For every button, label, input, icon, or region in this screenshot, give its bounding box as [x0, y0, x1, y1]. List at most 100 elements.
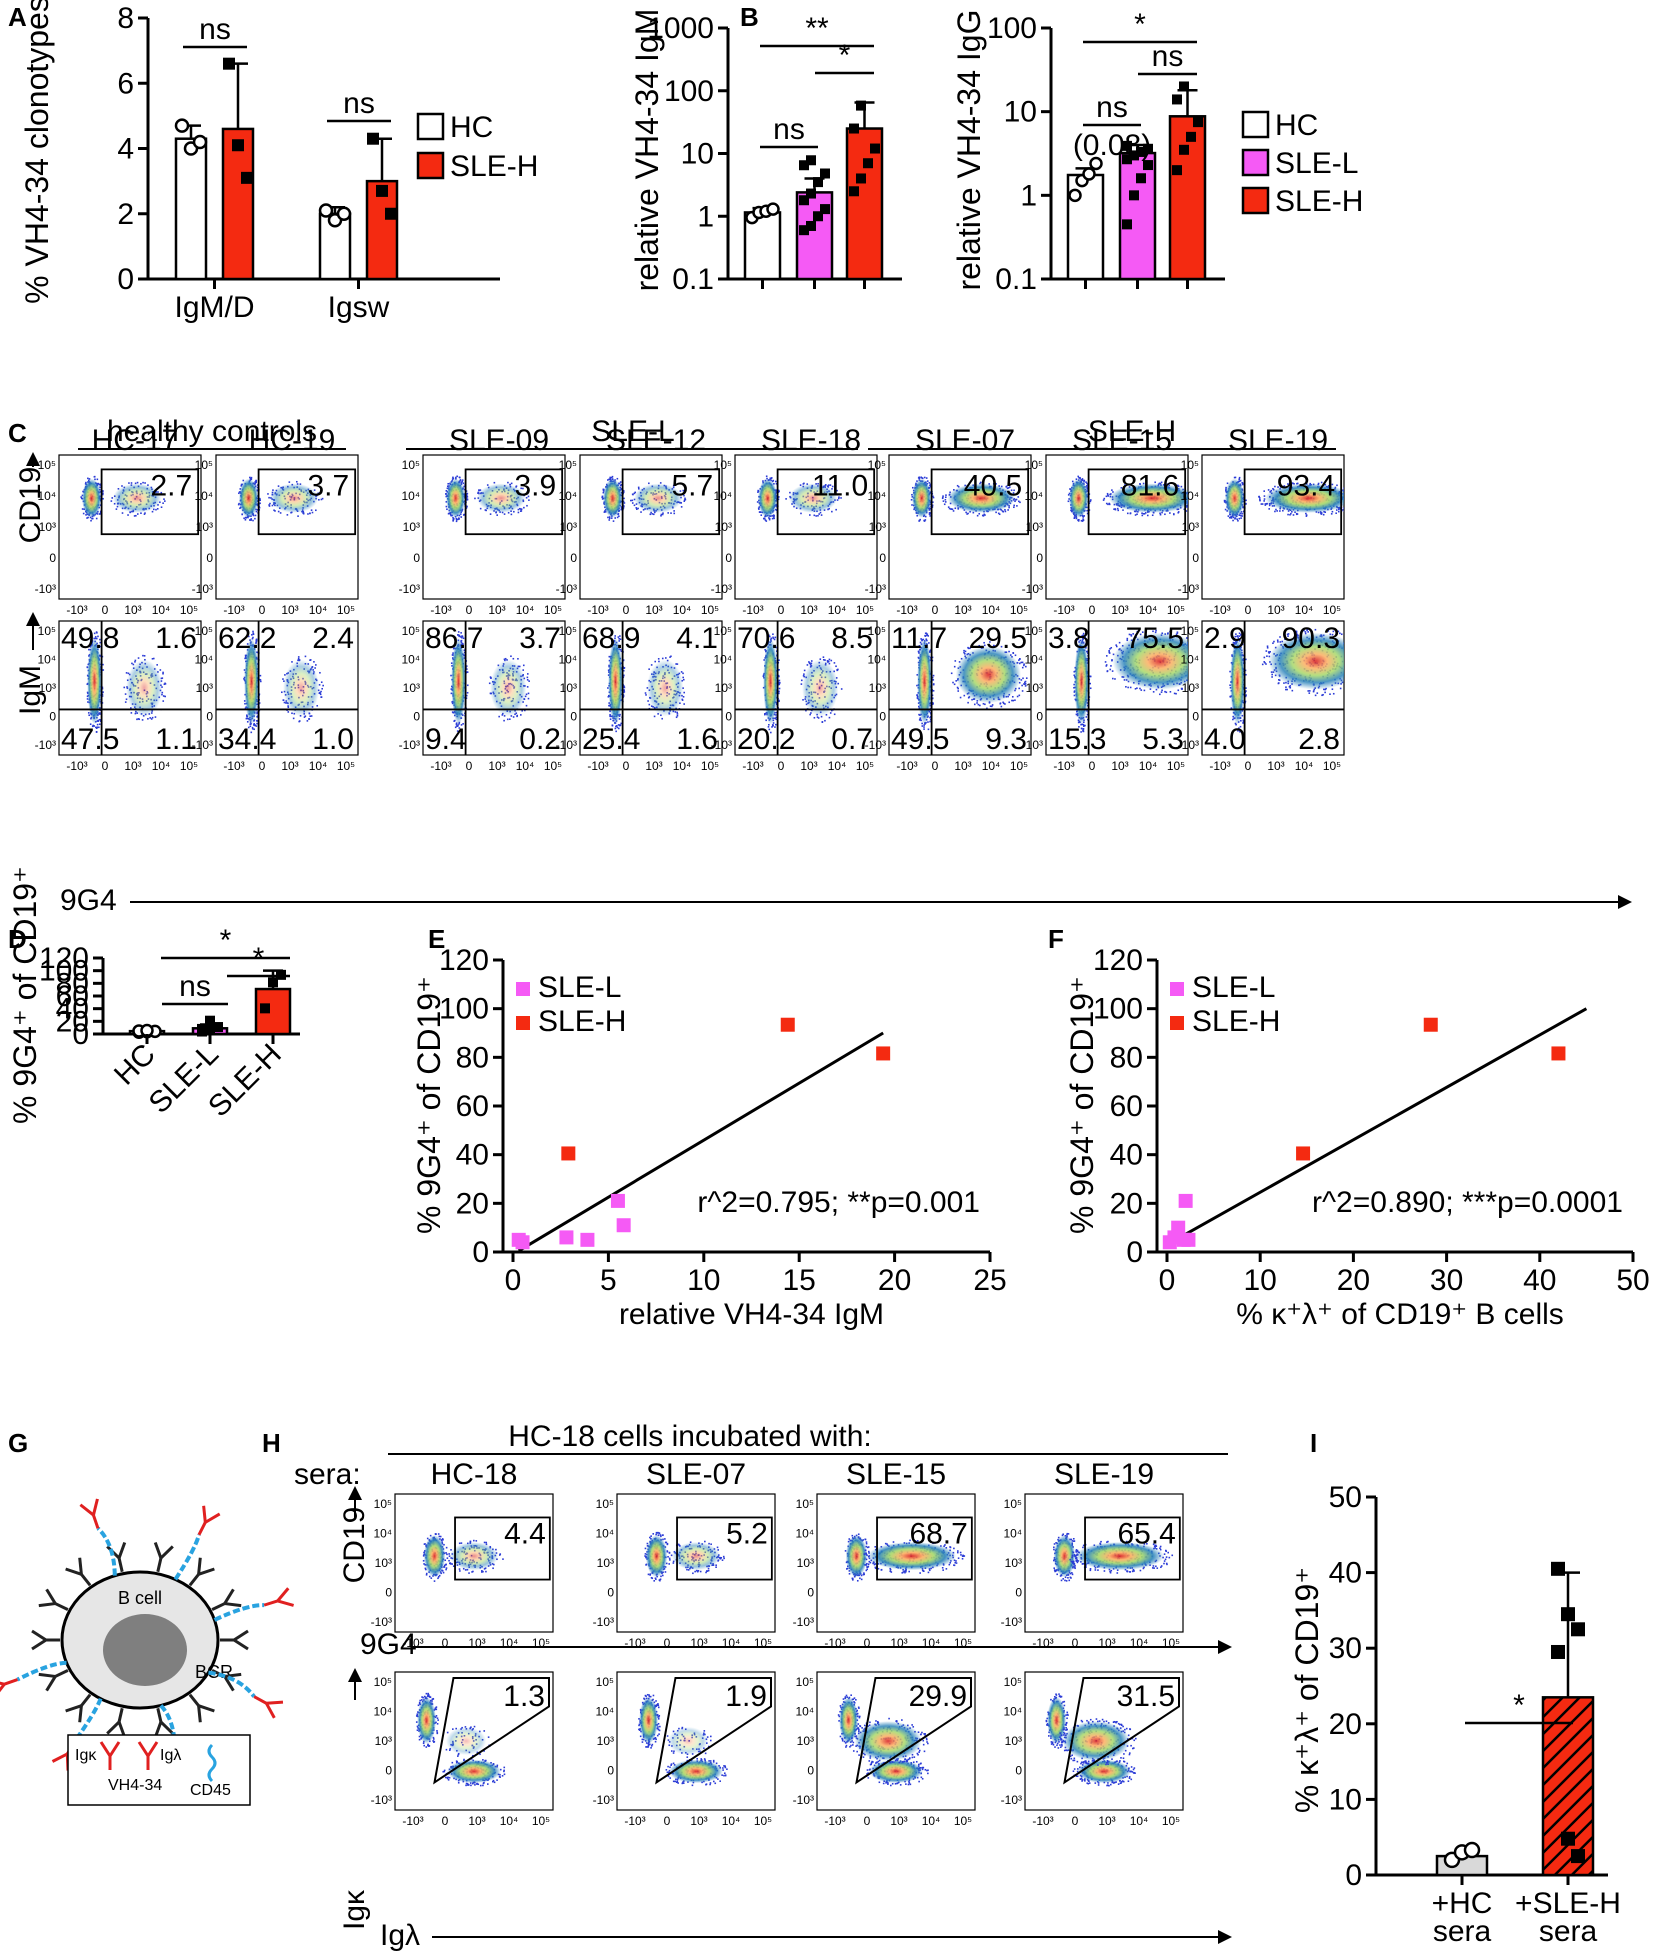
event: [772, 633, 774, 636]
event: [620, 722, 623, 725]
y-tick-label: 10: [1004, 96, 1037, 129]
event: [459, 479, 462, 481]
event: [622, 491, 625, 494]
event: [607, 695, 610, 698]
event: [314, 667, 316, 669]
event: [509, 718, 511, 720]
event: [259, 679, 262, 681]
event: [623, 505, 625, 507]
event: [268, 505, 271, 507]
flow-y-tick: 10⁴: [37, 653, 56, 667]
event: [250, 478, 253, 480]
event: [809, 713, 811, 716]
density-core: [283, 659, 320, 717]
event: [1004, 703, 1006, 705]
event: [239, 507, 241, 510]
event: [757, 489, 759, 492]
event: [1011, 699, 1013, 702]
event: [820, 514, 823, 516]
event: [462, 514, 465, 516]
event: [268, 504, 270, 506]
event: [679, 490, 682, 492]
event: [250, 731, 253, 734]
flow-events: [237, 476, 324, 522]
event: [95, 731, 98, 733]
flow-y-tick: -10³: [865, 582, 886, 596]
flow-y-tick: 10⁵: [195, 458, 213, 472]
event: [255, 725, 258, 727]
y-axis-label: relative VH4-34 IgG: [951, 9, 987, 290]
event: [526, 492, 529, 495]
event: [244, 707, 247, 710]
event: [1199, 496, 1201, 498]
event: [252, 633, 255, 636]
event: [99, 713, 101, 715]
event: [474, 497, 476, 500]
cd19-gate: [257, 468, 357, 536]
significance-label: ns: [199, 13, 231, 46]
group-label: healthy controls: [107, 415, 317, 448]
event: [929, 657, 932, 659]
event: [244, 702, 246, 705]
event: [1018, 681, 1021, 684]
data-point: [813, 211, 823, 222]
event: [824, 659, 826, 661]
event: [772, 725, 774, 727]
event: [1014, 500, 1016, 503]
flow-plot-frame: [215, 454, 359, 600]
event: [921, 722, 923, 725]
event: [134, 659, 137, 662]
event: [466, 684, 469, 687]
cd19-gate-value: 3.7: [307, 469, 349, 502]
quadrant-lr: 0.2: [519, 723, 561, 756]
event: [822, 656, 825, 658]
data-point: [192, 134, 208, 150]
data-point: [799, 160, 809, 171]
event: [838, 496, 840, 498]
significance-label: ns: [343, 87, 375, 120]
event: [682, 672, 684, 675]
flow-y-tick: -10³: [399, 582, 420, 596]
event: [757, 491, 759, 493]
flow-y-tick: 10³: [560, 520, 577, 534]
density-core: [647, 659, 684, 717]
event: [967, 701, 969, 704]
event: [919, 717, 922, 720]
event: [640, 511, 642, 513]
event: [465, 490, 468, 492]
event: [1085, 481, 1087, 483]
cd19-gate: [930, 468, 1030, 536]
event: [1012, 492, 1015, 494]
event: [610, 476, 613, 479]
flow-x-tick: 0: [102, 603, 109, 617]
event: [151, 510, 154, 513]
event: [130, 707, 132, 709]
event: [256, 720, 258, 722]
legend-label: HC: [450, 111, 493, 144]
event: [928, 511, 931, 514]
flow-x-tick: 10³: [488, 603, 505, 617]
event: [760, 511, 762, 513]
event: [156, 664, 158, 666]
event: [465, 496, 468, 499]
flow-plot-frame: [734, 454, 878, 600]
event: [1113, 508, 1115, 510]
event: [817, 717, 820, 719]
event: [681, 698, 684, 701]
panel-label-d: D: [8, 924, 27, 954]
event: [455, 723, 458, 725]
event: [967, 512, 969, 515]
panel-label-e: E: [428, 924, 445, 954]
event: [258, 702, 261, 704]
event: [778, 659, 780, 661]
event: [506, 718, 509, 721]
y-tick-label: 1000: [647, 12, 714, 45]
event: [1025, 665, 1027, 668]
flow-y-tick: 0: [413, 710, 420, 724]
event: [256, 712, 258, 715]
event: [813, 514, 816, 517]
event: [462, 643, 464, 645]
event: [616, 726, 619, 729]
event: [799, 484, 802, 486]
event: [916, 674, 919, 676]
